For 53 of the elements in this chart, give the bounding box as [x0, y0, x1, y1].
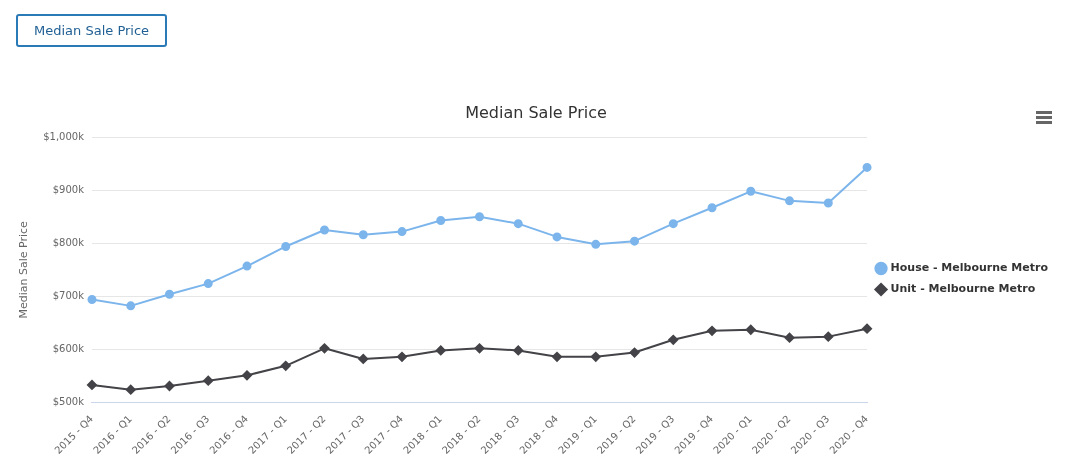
point [862, 162, 872, 172]
point [397, 227, 407, 237]
point [125, 384, 136, 395]
point [242, 261, 252, 271]
point [552, 351, 563, 362]
point [513, 345, 524, 356]
y-tick-label: $900k [52, 183, 85, 195]
point [86, 379, 97, 390]
point [358, 353, 369, 364]
point [87, 295, 97, 305]
point [630, 236, 640, 246]
text: Median Sale Price [16, 14, 168, 47]
point [513, 219, 523, 229]
legend-label: House - Melbourne Metro [890, 261, 1049, 275]
point [203, 375, 214, 386]
point [280, 360, 291, 371]
y-tick-label: $500k [52, 396, 85, 407]
point [397, 351, 408, 362]
point [281, 241, 291, 251]
y-tick-label: $1,000k [43, 130, 85, 142]
point [590, 351, 601, 362]
legend-label: Unit - Melbourne Metro [890, 282, 1036, 296]
point [785, 196, 795, 206]
point [784, 332, 795, 343]
point [475, 212, 485, 222]
point [436, 215, 446, 225]
chart-title: Median Sale Price [465, 102, 607, 122]
point [629, 347, 640, 358]
point [746, 186, 756, 196]
y-tick-label: $800k [52, 236, 85, 248]
point [319, 343, 330, 354]
point [745, 324, 756, 335]
point [435, 345, 446, 356]
point [707, 325, 718, 336]
point [203, 279, 213, 289]
point [320, 225, 329, 235]
point [126, 301, 136, 311]
y-tick-label: $700k [52, 289, 85, 301]
y-axis-title: Median Sale Price [17, 220, 31, 319]
point [552, 232, 562, 242]
point [164, 289, 174, 299]
point [823, 198, 833, 208]
point [668, 219, 678, 229]
point [862, 323, 873, 334]
point [591, 239, 601, 249]
y-tick-label: $600k [52, 342, 85, 354]
point [358, 230, 368, 240]
point [823, 331, 834, 342]
point [164, 380, 175, 391]
point [474, 343, 485, 354]
point [241, 370, 252, 381]
point [707, 203, 717, 213]
point [668, 334, 679, 345]
